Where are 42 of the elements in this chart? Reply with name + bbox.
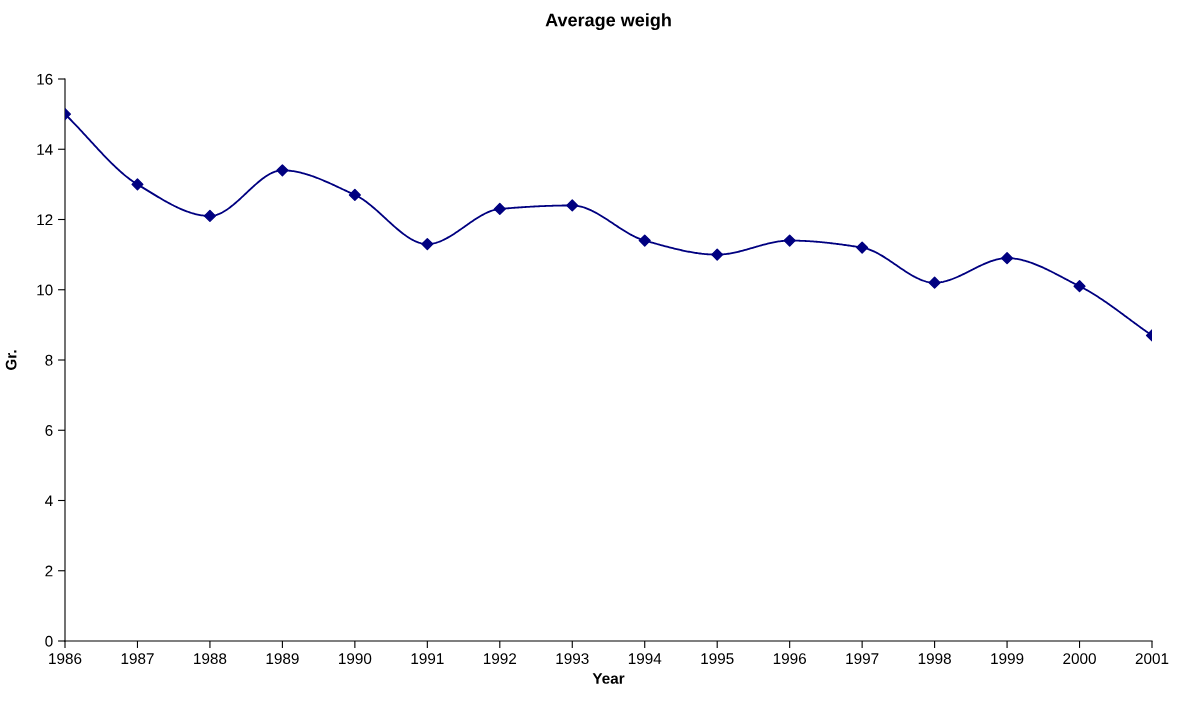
point (131, 178, 144, 191)
x-tick-label: 2001 (1135, 653, 1169, 665)
x-tick-label: 1986 (49, 653, 82, 665)
point (203, 209, 217, 223)
x-tick-label: 1987 (121, 653, 154, 665)
y-tick-label: 8 (45, 354, 53, 366)
y-tick-label: 10 (37, 284, 53, 296)
x-tick-label: 1995 (701, 653, 734, 665)
x-tick-label: 1991 (411, 653, 444, 665)
x-tick-label: 1997 (846, 653, 879, 665)
point (493, 202, 506, 216)
x-tick-label: 1998 (918, 653, 951, 665)
y-tick-label: 4 (45, 495, 53, 507)
y-tick-label: 16 (37, 73, 53, 85)
point (783, 234, 796, 247)
x-tick-label: 1988 (194, 653, 227, 665)
point (421, 238, 434, 251)
x-tick-label: 1990 (339, 653, 372, 665)
chart-title: Average weigh (545, 13, 671, 31)
x-axis-title: Year (592, 673, 625, 684)
y-tick-label: 0 (45, 635, 53, 647)
point (566, 199, 579, 212)
x-tick-label: 1989 (266, 653, 299, 665)
point (928, 276, 941, 289)
x-tick-label: 1992 (483, 653, 517, 665)
y-tick-label: 2 (45, 565, 53, 577)
x-tick-label: 1994 (628, 653, 662, 665)
point (711, 248, 724, 261)
x-tick-label: 1996 (773, 653, 806, 665)
y-axis-title: Gr. (5, 350, 17, 370)
x-tick-label: 1999 (991, 653, 1024, 665)
point (1000, 252, 1014, 265)
point (856, 241, 869, 254)
y-tick-label: 14 (37, 144, 53, 155)
x-tick-label: 1993 (556, 653, 589, 665)
point (1073, 280, 1086, 293)
y-tick-label: 12 (37, 214, 53, 226)
x-tick-label: 2000 (1063, 653, 1096, 665)
y-tick-label: 6 (45, 425, 53, 436)
point (276, 164, 289, 177)
point (638, 234, 651, 247)
point (348, 188, 361, 201)
